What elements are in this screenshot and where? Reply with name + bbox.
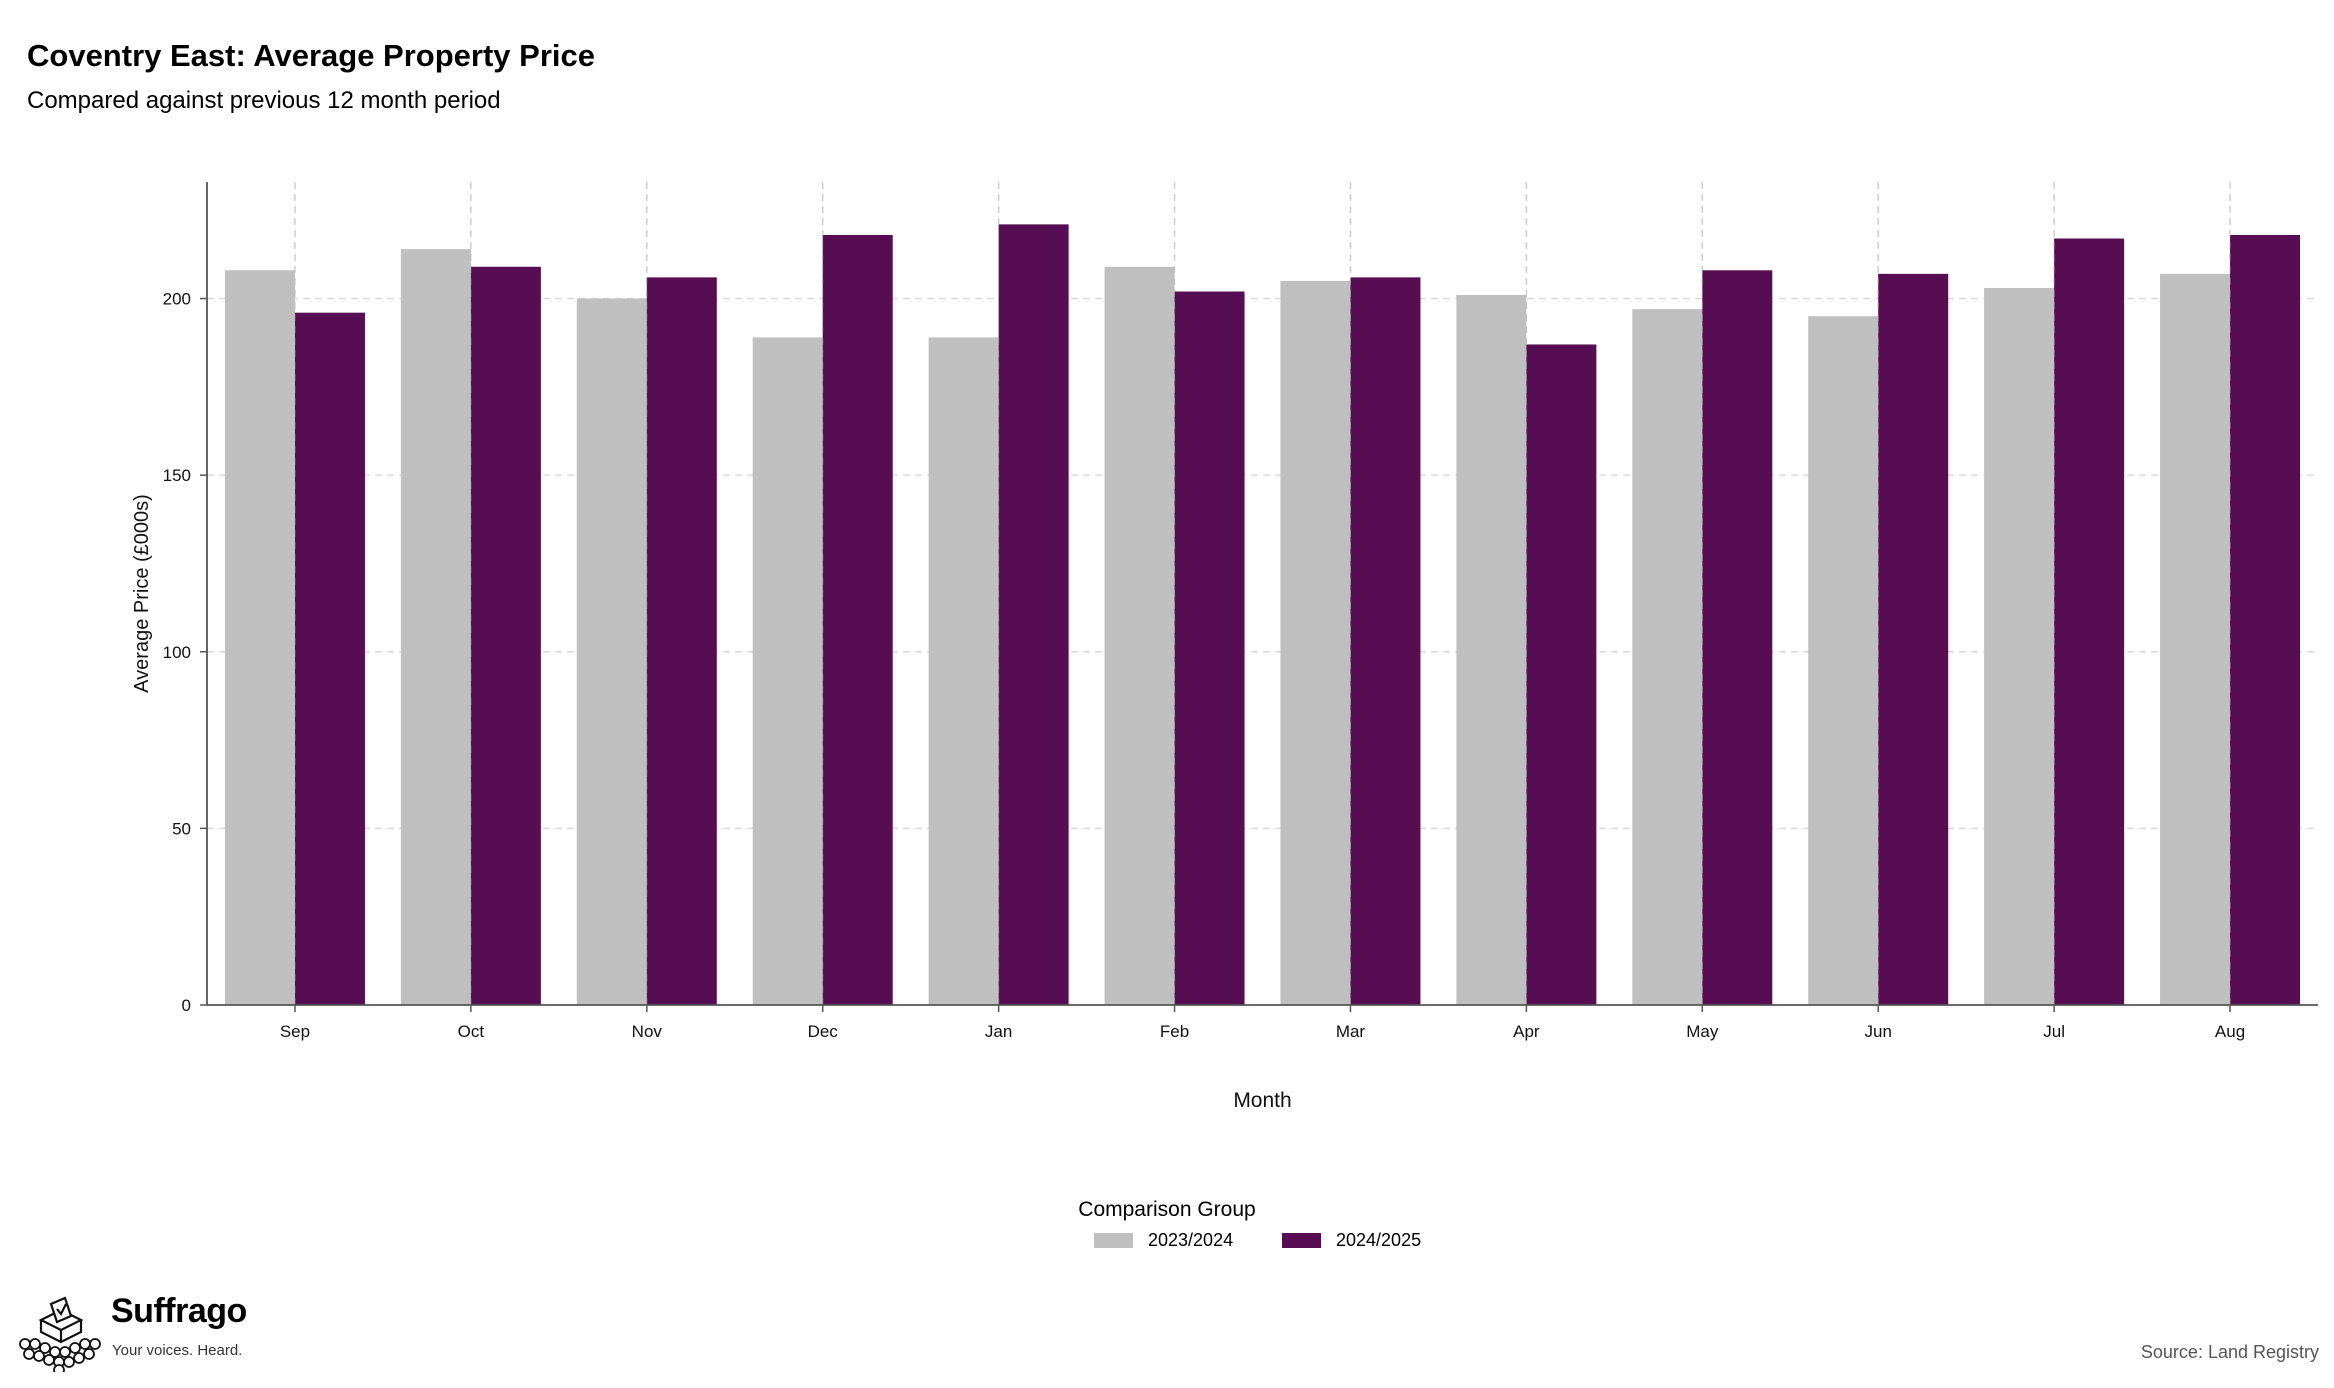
x-tick-label: Nov	[632, 1022, 663, 1041]
y-tick-label: 0	[182, 996, 191, 1015]
bar-2024-2025-May	[1702, 270, 1773, 1006]
chart-subtitle: Compared against previous 12 month perio…	[27, 87, 501, 114]
bar-2023-2024-Aug	[2160, 273, 2231, 1005]
y-tick-label: 200	[163, 290, 191, 309]
x-tick-label: Mar	[1336, 1022, 1366, 1041]
y-tick-label: 50	[172, 819, 191, 838]
x-axis-title: Month	[1233, 1089, 1291, 1112]
bar-2023-2024-Jul	[1984, 287, 2055, 1005]
logo-name: Suffrago	[111, 1292, 247, 1330]
legend-title: Comparison Group	[1078, 1198, 1256, 1221]
ballot-box-icon	[19, 1296, 101, 1376]
x-tick-label: May	[1686, 1022, 1719, 1041]
bar-2024-2025-Jun	[1878, 273, 1949, 1005]
bar-2023-2024-Feb	[1104, 266, 1175, 1005]
logo-tagline: Your voices. Heard.	[112, 1342, 243, 1359]
bar-2024-2025-Oct	[470, 266, 541, 1005]
bar-2023-2024-Sep	[224, 270, 295, 1006]
legend-item-2024-2025: 2024/2025	[1282, 1230, 1421, 1251]
x-tick-label: Jan	[985, 1022, 1012, 1041]
y-axis-title: Average Price (£000s)	[131, 494, 153, 693]
x-tick-label: Jun	[1864, 1022, 1891, 1041]
bar-2024-2025-Dec	[822, 234, 893, 1005]
bar-2024-2025-Apr	[1526, 344, 1597, 1005]
bar-2023-2024-Jan	[928, 337, 999, 1005]
bar-2023-2024-Apr	[1456, 295, 1527, 1005]
x-tick-label: Jul	[2043, 1022, 2065, 1041]
bar-2023-2024-May	[1632, 309, 1703, 1005]
legend-item-2023-2024: 2023/2024	[1094, 1230, 1233, 1251]
bar-2023-2024-Jun	[1808, 316, 1879, 1006]
bar-2023-2024-Oct	[400, 249, 471, 1006]
legend-label: 2024/2025	[1336, 1230, 1422, 1250]
legend-label: 2023/2024	[1148, 1230, 1234, 1250]
legend-swatch	[1094, 1233, 1133, 1248]
chart-title: Coventry East: Average Property Price	[27, 38, 595, 73]
bar-2024-2025-Jul	[2054, 238, 2125, 1005]
x-tick-label: Feb	[1160, 1022, 1189, 1041]
legend-swatch	[1282, 1233, 1321, 1248]
y-tick-label: 150	[163, 466, 191, 485]
x-tick-label: Aug	[2215, 1022, 2245, 1041]
bar-2024-2025-Mar	[1350, 277, 1421, 1005]
bar-2024-2025-Feb	[1174, 291, 1245, 1005]
bar-2024-2025-Nov	[646, 277, 717, 1005]
bar-2024-2025-Aug	[2230, 234, 2301, 1005]
x-tick-label: Oct	[458, 1022, 485, 1041]
y-tick-label: 100	[163, 643, 191, 662]
bar-2024-2025-Sep	[294, 312, 365, 1005]
source-note: Source: Land Registry	[2140, 1342, 2319, 1362]
bar-2023-2024-Dec	[752, 337, 823, 1005]
x-tick-label: Apr	[1513, 1022, 1540, 1041]
x-tick-label: Sep	[280, 1022, 310, 1041]
bar-2023-2024-Mar	[1280, 280, 1351, 1006]
suffrago-logo: Suffrago Your voices. Heard.	[13, 1292, 313, 1376]
x-tick-label: Dec	[808, 1022, 839, 1041]
bar-2024-2025-Jan	[998, 224, 1069, 1006]
bar-2023-2024-Nov	[576, 298, 647, 1005]
